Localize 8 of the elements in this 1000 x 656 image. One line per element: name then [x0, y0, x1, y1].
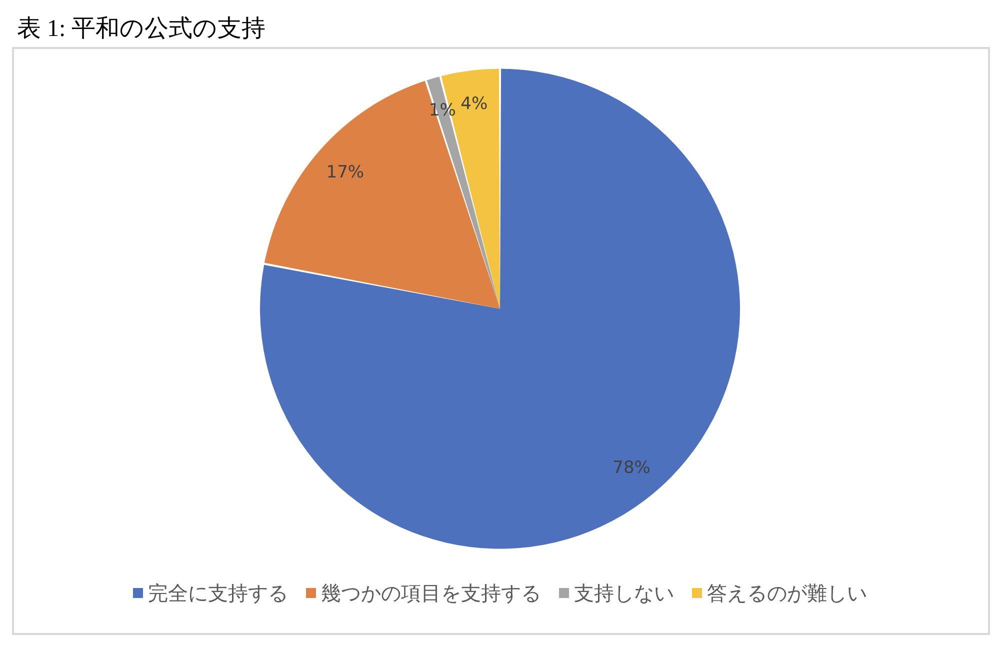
legend-label: 支持しない	[574, 581, 674, 605]
data-label: 17%	[326, 162, 364, 182]
chart-title: 表 1: 平和の公式の支持	[17, 16, 266, 42]
legend-label: 完全に支持する	[148, 581, 288, 605]
data-label: 4%	[460, 94, 488, 114]
legend-label: 幾つかの項目を支持する	[321, 581, 541, 605]
legend-label: 答えるのが難しい	[707, 581, 867, 605]
data-label: 78%	[612, 458, 650, 478]
